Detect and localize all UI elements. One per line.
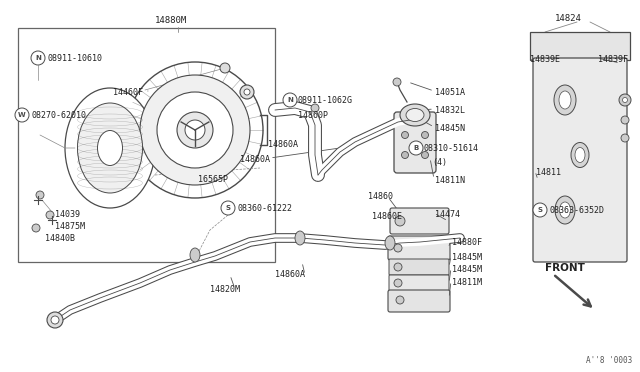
Circle shape xyxy=(46,211,54,219)
Circle shape xyxy=(32,224,40,232)
Ellipse shape xyxy=(559,202,570,218)
Text: FRONT: FRONT xyxy=(545,263,585,273)
Text: N: N xyxy=(35,55,41,61)
Text: 14860A: 14860A xyxy=(268,140,298,149)
Ellipse shape xyxy=(400,104,430,126)
Text: 14039: 14039 xyxy=(55,210,80,219)
Circle shape xyxy=(51,316,59,324)
Text: (4): (4) xyxy=(432,158,447,167)
Circle shape xyxy=(401,151,408,158)
Text: 14839E: 14839E xyxy=(530,55,560,64)
Text: 14860E: 14860E xyxy=(372,212,402,221)
Circle shape xyxy=(221,201,235,215)
Ellipse shape xyxy=(575,148,585,163)
Text: N: N xyxy=(287,97,293,103)
Text: 14880M: 14880M xyxy=(155,16,188,25)
Ellipse shape xyxy=(77,103,143,193)
Circle shape xyxy=(409,141,423,155)
FancyBboxPatch shape xyxy=(530,32,630,60)
Circle shape xyxy=(621,116,629,124)
Text: A''8 '0003: A''8 '0003 xyxy=(586,356,632,365)
FancyBboxPatch shape xyxy=(390,208,449,234)
Text: 14860A: 14860A xyxy=(275,270,305,279)
FancyBboxPatch shape xyxy=(389,259,449,275)
Circle shape xyxy=(140,75,250,185)
Bar xyxy=(18,28,275,262)
Circle shape xyxy=(240,85,254,99)
Circle shape xyxy=(15,108,29,122)
Circle shape xyxy=(127,62,263,198)
Ellipse shape xyxy=(559,91,571,109)
Circle shape xyxy=(177,112,213,148)
Text: 14860P: 14860P xyxy=(298,111,328,120)
FancyBboxPatch shape xyxy=(389,275,449,291)
Text: S: S xyxy=(538,207,543,213)
Text: 14845M: 14845M xyxy=(452,253,482,262)
Circle shape xyxy=(283,93,297,107)
Circle shape xyxy=(401,131,408,138)
Circle shape xyxy=(395,216,405,226)
Text: 08363-6352D: 08363-6352D xyxy=(549,206,604,215)
Circle shape xyxy=(619,94,631,106)
Text: 08310-51614: 08310-51614 xyxy=(424,144,479,153)
Text: 14840B: 14840B xyxy=(45,234,75,243)
Text: 08911-1062G: 08911-1062G xyxy=(298,96,353,105)
FancyBboxPatch shape xyxy=(388,290,450,312)
Text: 14051A: 14051A xyxy=(435,88,465,97)
Text: 14820M: 14820M xyxy=(210,285,240,294)
Text: 14832L: 14832L xyxy=(435,106,465,115)
Text: 14845M: 14845M xyxy=(452,265,482,274)
Text: 14824: 14824 xyxy=(555,14,582,23)
Text: B: B xyxy=(413,145,419,151)
Circle shape xyxy=(157,92,233,168)
Ellipse shape xyxy=(295,231,305,245)
Ellipse shape xyxy=(554,85,576,115)
Ellipse shape xyxy=(406,109,424,122)
Circle shape xyxy=(396,296,404,304)
Text: 14860: 14860 xyxy=(368,192,393,201)
Circle shape xyxy=(621,134,629,142)
Circle shape xyxy=(623,97,627,103)
Circle shape xyxy=(422,131,429,138)
Circle shape xyxy=(31,51,45,65)
Circle shape xyxy=(185,120,205,140)
Text: 08270-62010: 08270-62010 xyxy=(31,111,86,120)
Text: W: W xyxy=(18,112,26,118)
Text: 08911-10610: 08911-10610 xyxy=(47,54,102,63)
Circle shape xyxy=(533,203,547,217)
Ellipse shape xyxy=(190,248,200,262)
Circle shape xyxy=(394,244,402,252)
Text: 14845N: 14845N xyxy=(435,124,465,133)
Circle shape xyxy=(220,63,230,73)
Ellipse shape xyxy=(571,142,589,167)
Text: 14880F: 14880F xyxy=(452,238,482,247)
Text: 14811: 14811 xyxy=(536,168,561,177)
Text: S: S xyxy=(225,205,230,211)
Text: 16565P: 16565P xyxy=(198,175,228,184)
Text: 14460F: 14460F xyxy=(113,88,143,97)
Ellipse shape xyxy=(65,88,155,208)
Circle shape xyxy=(394,279,402,287)
Circle shape xyxy=(394,263,402,271)
FancyBboxPatch shape xyxy=(533,58,627,262)
FancyBboxPatch shape xyxy=(388,236,450,260)
Circle shape xyxy=(36,191,44,199)
Ellipse shape xyxy=(555,196,575,224)
Text: 14839F: 14839F xyxy=(598,55,628,64)
Text: 08360-61222: 08360-61222 xyxy=(237,204,292,213)
Circle shape xyxy=(47,312,63,328)
Ellipse shape xyxy=(385,236,395,250)
Text: 14860A: 14860A xyxy=(240,155,270,164)
Text: 14875M: 14875M xyxy=(55,222,85,231)
Text: 14811M: 14811M xyxy=(452,278,482,287)
Text: 14474: 14474 xyxy=(435,210,460,219)
FancyBboxPatch shape xyxy=(394,112,436,173)
Circle shape xyxy=(393,78,401,86)
Circle shape xyxy=(311,104,319,112)
Circle shape xyxy=(422,151,429,158)
Circle shape xyxy=(244,89,250,95)
Text: 14811N: 14811N xyxy=(435,176,465,185)
Ellipse shape xyxy=(97,131,122,166)
